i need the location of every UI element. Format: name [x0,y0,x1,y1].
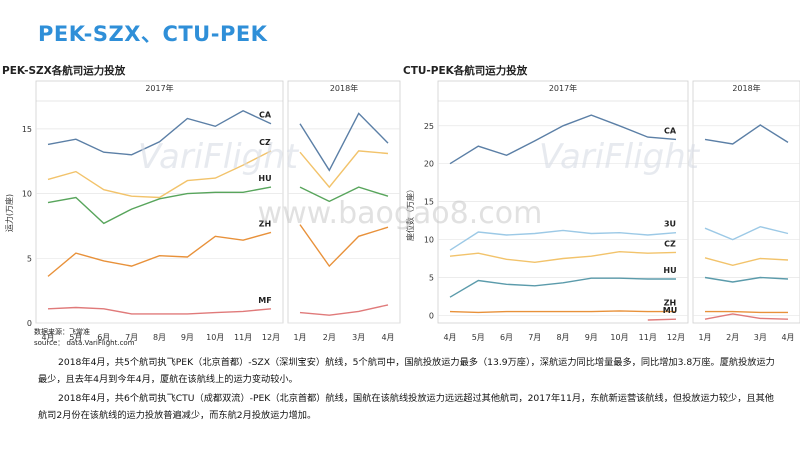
x-tick-label: 7月 [528,333,541,342]
x-tick-label: 9月 [585,333,598,342]
paragraph-1: 2018年4月，共5个航司执飞PEK（北京首都）-SZX（深圳宝安）航线，5个航… [38,357,775,385]
x-tick-label: 8月 [556,333,569,342]
y-axis-label: 运力(万座) [4,194,14,232]
x-tick-label: 12月 [262,333,280,342]
y-tick-label: 10 [424,236,434,245]
series-line-zh [705,310,788,314]
x-tick-label: 12月 [667,333,685,342]
series-line-ca [47,110,272,156]
series-label-3u: 3U [664,220,676,229]
paragraph-2: 2018年4月，共6个航司执飞CTU（成都双流）-PEK（北京首都）航线，国航在… [38,393,774,421]
series-line-mf [299,304,389,316]
x-tick-label: 1月 [293,333,306,342]
x-tick-label: 7月 [125,333,138,342]
series-line-ca [704,124,789,145]
x-tick-label: 6月 [97,333,110,342]
series-line-hu [299,186,389,203]
x-tick-label: 4月 [443,333,456,342]
series-line-ca [299,112,389,172]
y-tick-label: 15 [424,198,434,207]
x-tick-label: 4月 [381,333,394,342]
y-tick-label: 10 [22,190,32,199]
series-label-zh: ZH [664,299,677,308]
watermark-site: www.baogao8.com [258,196,543,231]
x-tick-label: 9月 [181,333,194,342]
x-tick-label: 10月 [610,333,628,342]
series-line-cz [299,150,389,189]
x-tick-label: 2月 [323,333,336,342]
series-label-ca: CA [259,111,272,120]
series-line-hu [47,186,272,225]
y-tick-label: 25 [424,122,434,131]
source-label: 数据来源：飞常准 [34,328,90,336]
series-label-mf: MF [258,296,271,305]
series-label-mu: MU [663,306,677,315]
x-tick-label: 11月 [639,333,657,342]
series-line-cz [449,250,677,264]
series-label-cz: CZ [664,239,676,248]
source-line: source： data.VariFlight.com [34,339,135,347]
series-line-zh [299,224,389,268]
series-label-zh: ZH [259,219,272,228]
panel-label: 2017年 [145,83,173,93]
page-title: PEK-SZX、CTU-PEK [38,22,268,46]
series-label-ca: CA [664,126,677,135]
series-line-mu [647,318,677,321]
chart-title: CTU-PEK各航司运力投放 [403,64,528,77]
x-tick-label: 4月 [41,333,54,342]
panel-frame [35,80,284,324]
y-tick-label: 20 [424,160,434,169]
panel-frame [692,80,800,324]
series-line-3u [704,225,789,241]
y-tick-label: 5 [27,254,32,263]
y-tick-label: 0 [27,319,32,328]
x-tick-label: 3月 [754,333,767,342]
series-label-hu: HU [663,266,676,275]
y-tick-label: 15 [22,125,32,134]
y-tick-label: 0 [429,311,434,320]
x-tick-label: 2月 [726,333,739,342]
x-tick-label: 3月 [352,333,365,342]
watermark-brand: VariFlight [539,137,701,177]
series-label-cz: CZ [259,138,271,147]
x-tick-label: 10月 [206,333,224,342]
y-axis-label: 座位数（万座） [405,185,415,241]
x-tick-label: 8月 [153,333,166,342]
panel-frame [437,80,689,324]
series-line-ca [449,114,677,165]
x-tick-label: 5月 [69,333,82,342]
chart-title: PEK-SZX各航司运力投放 [2,64,126,77]
watermark-brand: VariFlight [138,137,300,177]
x-tick-label: 4月 [781,333,794,342]
panel-label: 2018年 [330,83,358,93]
series-line-3u [449,229,677,251]
series-line-hu [449,277,676,298]
x-tick-label: 6月 [500,333,513,342]
x-tick-label: 1月 [698,333,711,342]
panel-label: 2017年 [549,83,577,93]
series-line-mf [47,306,272,315]
series-line-zh [47,231,272,277]
series-line-hu [704,276,789,283]
series-line-cz [704,257,789,267]
panel-label: 2018年 [732,83,760,93]
x-tick-label: 11月 [234,333,252,342]
series-line-mu [704,313,789,320]
series-line-cz [47,150,272,199]
y-tick-label: 5 [429,273,434,282]
series-line-zh [449,310,676,314]
x-tick-label: 5月 [472,333,485,342]
series-label-hu: HU [258,174,271,183]
